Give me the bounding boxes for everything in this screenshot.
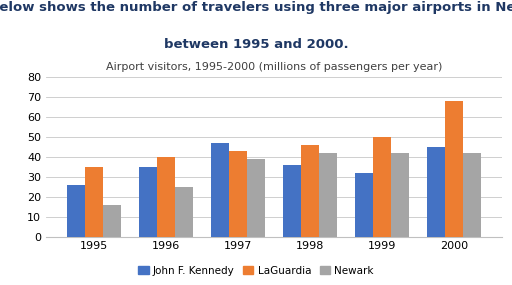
Bar [373,137,391,237]
Bar [85,167,103,237]
Legend: John F. Kennedy, LaGuardia, Newark: John F. Kennedy, LaGuardia, Newark [134,261,378,280]
Bar [157,157,175,237]
Bar [463,153,481,237]
Bar [247,159,265,237]
Bar [445,101,463,237]
Bar [355,173,373,237]
Bar [229,151,247,237]
Text: The chart below shows the number of travelers using three major airports in New : The chart below shows the number of trav… [0,1,512,15]
Bar [139,167,157,237]
Bar [175,187,193,237]
Bar [319,153,337,237]
Bar [67,185,85,237]
Bar [283,165,301,237]
Bar [391,153,409,237]
Bar [211,143,229,237]
Bar [427,147,445,237]
Text: between 1995 and 2000.: between 1995 and 2000. [164,38,348,52]
Bar [103,205,121,237]
Bar [301,145,319,237]
Title: Airport visitors, 1995-2000 (millions of passengers per year): Airport visitors, 1995-2000 (millions of… [106,62,442,72]
